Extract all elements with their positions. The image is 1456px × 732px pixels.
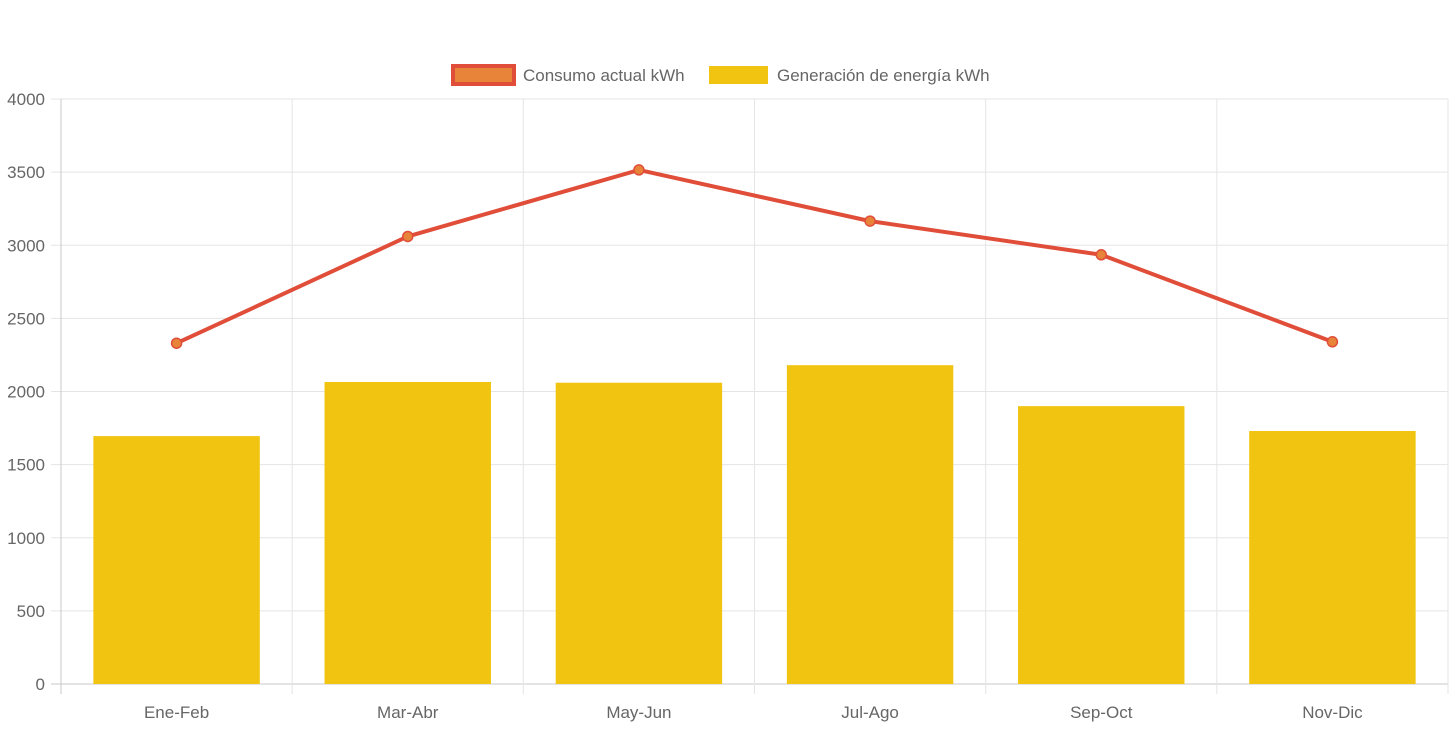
legend-swatch-consumo[interactable] [451,64,516,86]
bar-series-layer [93,365,1416,684]
point-consumo-nov-dic[interactable] [1326,336,1339,348]
point-consumo-may-jun[interactable] [633,164,645,176]
y-tick-label: 2500 [7,309,45,328]
bar-generacion-ene-feb[interactable] [93,436,260,684]
bar-generacion-sep-oct[interactable] [1018,406,1185,684]
x-tick-label: Ene-Feb [144,703,209,722]
y-tick-label: 500 [17,602,45,621]
point-consumo-jul-ago[interactable] [864,215,876,227]
legend-swatch-generacion[interactable] [709,66,768,84]
y-tick-label: 3000 [7,236,45,255]
grid-layer [51,98,1449,694]
legend-label-generacion[interactable]: Generación de energía kWh [777,66,990,85]
x-tick-label: Mar-Abr [377,703,439,722]
bar-generacion-may-jun[interactable] [555,382,723,684]
x-tick-label: Sep-Oct [1070,703,1133,722]
y-tick-label: 3500 [7,163,45,182]
legend[interactable]: Consumo actual kWh Generación de energía … [451,64,990,86]
point-consumo-mar-abr[interactable] [402,230,414,243]
y-tick-label: 0 [36,675,45,694]
bar-generacion-nov-dic[interactable] [1249,430,1416,684]
bar-generacion-mar-abr[interactable] [324,381,491,684]
x-tick-label: Nov-Dic [1302,703,1363,722]
x-tick-label: May-Jun [606,703,671,722]
point-consumo-sep-oct[interactable] [1095,249,1107,261]
line-series-layer [170,164,1339,349]
y-tick-label: 4000 [7,90,45,109]
y-tick-label: 2000 [7,383,45,402]
y-tick-label: 1000 [7,529,45,548]
axis-layer: 0 500 1000 1500 2000 2500 3000 3500 4000 Ene-Feb M… [7,90,1363,722]
x-tick-label: Jul-Ago [841,703,899,722]
bar-generacion-jul-ago[interactable] [786,365,954,684]
line-consumo[interactable] [175,167,1334,346]
y-tick-label: 1500 [7,456,45,475]
point-consumo-ene-feb[interactable] [170,337,183,349]
legend-label-consumo[interactable]: Consumo actual kWh [523,66,685,85]
